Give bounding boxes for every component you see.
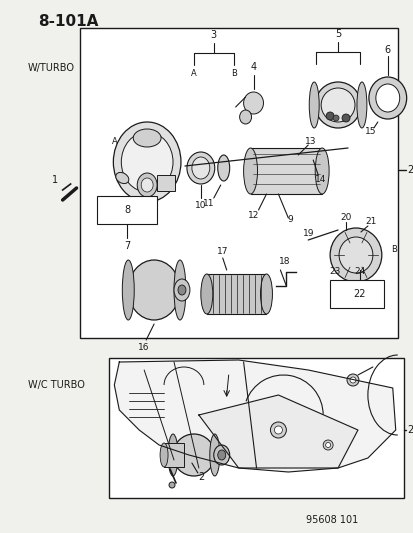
Ellipse shape	[213, 445, 229, 465]
Text: A: A	[111, 138, 117, 147]
Ellipse shape	[168, 434, 178, 476]
Text: 4: 4	[250, 62, 256, 72]
Text: 2: 2	[406, 425, 413, 435]
Bar	[79, 28, 397, 338]
Ellipse shape	[137, 173, 157, 197]
Text: 15: 15	[364, 127, 376, 136]
Text: 9: 9	[287, 215, 292, 224]
Ellipse shape	[325, 112, 333, 120]
Text: 19: 19	[302, 230, 313, 238]
Text: 14: 14	[314, 175, 325, 184]
Text: 18: 18	[278, 257, 290, 266]
Ellipse shape	[239, 110, 251, 124]
Ellipse shape	[121, 132, 173, 192]
Ellipse shape	[338, 237, 372, 273]
Text: 10: 10	[195, 201, 206, 211]
Text: 2: 2	[198, 472, 204, 482]
Ellipse shape	[349, 377, 355, 383]
Ellipse shape	[243, 92, 263, 114]
Ellipse shape	[309, 82, 318, 128]
Ellipse shape	[356, 82, 366, 128]
Ellipse shape	[173, 260, 185, 320]
Ellipse shape	[329, 228, 381, 282]
Polygon shape	[114, 360, 395, 472]
Ellipse shape	[314, 82, 360, 128]
Ellipse shape	[368, 77, 406, 119]
Text: 20: 20	[339, 214, 351, 222]
Ellipse shape	[243, 148, 257, 194]
Text: 6: 6	[384, 45, 390, 55]
Text: 11: 11	[202, 199, 214, 208]
Ellipse shape	[178, 285, 185, 295]
Text: B: B	[390, 246, 396, 254]
Ellipse shape	[141, 178, 153, 192]
Text: 5: 5	[334, 29, 340, 39]
Text: 23: 23	[329, 268, 340, 277]
Text: W/TURBO: W/TURBO	[28, 63, 75, 73]
Ellipse shape	[325, 442, 330, 448]
Bar	[157, 175, 175, 191]
Bar	[250, 148, 321, 194]
Ellipse shape	[116, 173, 128, 183]
Text: 22: 22	[353, 289, 366, 299]
Ellipse shape	[332, 115, 338, 121]
Ellipse shape	[341, 114, 349, 122]
Text: 24: 24	[354, 268, 365, 277]
Bar	[206, 274, 266, 314]
Ellipse shape	[173, 434, 214, 476]
Ellipse shape	[346, 374, 358, 386]
Ellipse shape	[274, 426, 282, 434]
Text: 12: 12	[247, 212, 259, 221]
Ellipse shape	[133, 129, 161, 147]
Bar	[164, 443, 183, 467]
Ellipse shape	[113, 122, 180, 202]
Text: W/C TURBO: W/C TURBO	[28, 380, 85, 390]
Ellipse shape	[260, 274, 272, 314]
Ellipse shape	[217, 450, 225, 460]
Ellipse shape	[187, 152, 214, 184]
Ellipse shape	[209, 434, 219, 476]
Text: 17: 17	[216, 246, 228, 255]
Bar	[329, 280, 383, 308]
Text: 95608 101: 95608 101	[305, 515, 357, 525]
Ellipse shape	[192, 157, 209, 179]
Text: 16: 16	[138, 343, 150, 352]
Text: B: B	[230, 69, 236, 77]
Text: 3: 3	[210, 30, 216, 40]
Ellipse shape	[122, 260, 134, 320]
Ellipse shape	[323, 440, 332, 450]
Ellipse shape	[173, 279, 190, 301]
Text: 7: 7	[124, 241, 130, 251]
Ellipse shape	[375, 84, 399, 112]
Text: 2: 2	[406, 165, 413, 175]
Ellipse shape	[320, 88, 354, 122]
Ellipse shape	[217, 155, 229, 181]
Ellipse shape	[270, 422, 286, 438]
Ellipse shape	[160, 443, 168, 467]
Bar	[97, 196, 157, 224]
Text: 21: 21	[364, 217, 376, 227]
Ellipse shape	[314, 148, 328, 194]
Bar	[109, 358, 403, 498]
Ellipse shape	[169, 482, 175, 488]
Polygon shape	[198, 395, 357, 468]
Text: A: A	[190, 69, 196, 77]
Text: 8-101A: 8-101A	[38, 14, 98, 29]
Text: 13: 13	[304, 136, 315, 146]
Text: 1: 1	[52, 175, 57, 185]
Ellipse shape	[200, 274, 212, 314]
Text: 8: 8	[124, 205, 130, 215]
Ellipse shape	[128, 260, 180, 320]
